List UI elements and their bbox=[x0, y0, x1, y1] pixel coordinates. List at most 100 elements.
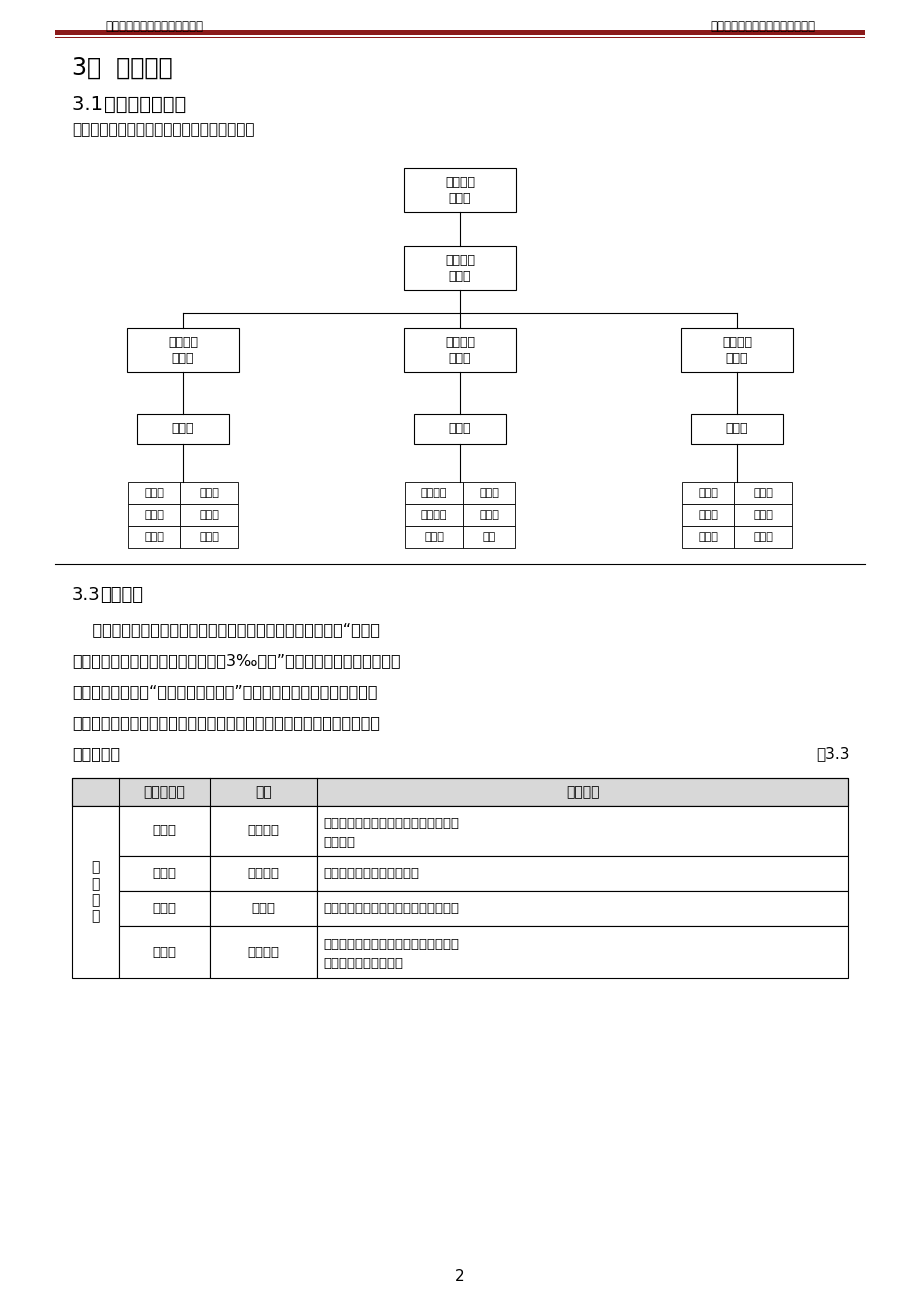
Text: 负责施工方案审核、审批；: 负责施工方案审核、审批； bbox=[323, 867, 419, 880]
Text: 负责工程现场施工进度、质量、安全总: 负责工程现场施工进度、质量、安全总 bbox=[323, 816, 459, 829]
Text: 3.3: 3.3 bbox=[72, 586, 101, 604]
Text: 王东峰: 王东峰 bbox=[479, 488, 498, 497]
Text: 历万宝: 历万宝 bbox=[153, 867, 176, 880]
Bar bbox=[317, 855, 847, 891]
Text: 2: 2 bbox=[455, 1269, 464, 1284]
Bar bbox=[127, 328, 239, 372]
Bar bbox=[128, 482, 180, 504]
Text: 安全主管: 安全主管 bbox=[721, 336, 751, 349]
Bar bbox=[462, 526, 515, 548]
Text: 梁峰峰: 梁峰峰 bbox=[753, 533, 772, 542]
Bar bbox=[119, 806, 210, 855]
Bar bbox=[404, 482, 462, 504]
Bar bbox=[119, 926, 210, 978]
Text: 张科社: 张科社 bbox=[479, 510, 498, 519]
Text: 工伤事故，杜绝死亡事故，轻伤率在3‰以内”安全生产目标的必然保障，: 工伤事故，杜绝死亡事故，轻伤率在3‰以内”安全生产目标的必然保障， bbox=[72, 654, 400, 668]
Text: 生产经理: 生产经理 bbox=[247, 824, 279, 837]
Text: 架子工长: 架子工长 bbox=[247, 945, 279, 958]
Bar bbox=[128, 526, 180, 548]
Text: 项目经理: 项目经理 bbox=[445, 176, 474, 189]
Text: 主要负责人: 主要负责人 bbox=[143, 785, 185, 799]
Bar bbox=[680, 328, 792, 372]
Text: 技术总工: 技术总工 bbox=[247, 867, 279, 880]
Text: 技术员: 技术员 bbox=[144, 488, 164, 497]
Text: 梁文彬: 梁文彬 bbox=[753, 488, 772, 497]
Bar bbox=[733, 482, 791, 504]
Bar bbox=[681, 482, 733, 504]
Bar bbox=[210, 806, 317, 855]
Text: 邱俊生: 邱俊生 bbox=[448, 193, 471, 206]
Bar bbox=[403, 168, 516, 212]
Bar bbox=[128, 504, 180, 526]
Text: 王前杰: 王前杰 bbox=[725, 353, 747, 366]
Text: 郭建安: 郭建安 bbox=[753, 510, 772, 519]
Text: 3.1: 3.1 bbox=[72, 95, 109, 115]
Text: 历万宝: 历万宝 bbox=[448, 271, 471, 284]
Text: 室外升降机卸料平台脚手架搭设工程施工组织: 室外升降机卸料平台脚手架搭设工程施工组织 bbox=[72, 122, 255, 137]
Bar bbox=[55, 36, 864, 38]
Text: 钢筋工长: 钢筋工长 bbox=[420, 510, 447, 519]
Text: 项目总工: 项目总工 bbox=[445, 254, 474, 267]
Bar bbox=[317, 891, 847, 926]
Text: 施工员: 施工员 bbox=[424, 533, 444, 542]
Text: 安全部: 安全部 bbox=[725, 423, 747, 435]
Text: 表3.3: 表3.3 bbox=[816, 746, 849, 760]
Bar bbox=[180, 482, 238, 504]
Text: 总
承
包
方: 总 承 包 方 bbox=[91, 861, 99, 923]
Text: 组织机构体系图: 组织机构体系图 bbox=[104, 95, 186, 115]
Text: 强磊: 强磊 bbox=[482, 533, 495, 542]
Text: 严江涛: 严江涛 bbox=[199, 488, 219, 497]
Text: 分工如下。: 分工如下。 bbox=[72, 746, 120, 760]
Bar bbox=[210, 891, 317, 926]
Bar bbox=[681, 504, 733, 526]
Text: 负责施工方案的编制和实施过程的监督: 负责施工方案的编制和实施过程的监督 bbox=[323, 902, 459, 915]
Bar bbox=[210, 926, 317, 978]
Text: 室外升降机运料平台搭设专项方案: 室外升降机运料平台搭设专项方案 bbox=[709, 20, 814, 33]
Text: 安全员: 安全员 bbox=[698, 488, 717, 497]
Bar bbox=[72, 806, 119, 978]
Text: 责任情况: 责任情况 bbox=[565, 785, 598, 799]
Text: 导、参与平台的验收；: 导、参与平台的验收； bbox=[323, 957, 403, 970]
Text: 技术主管: 技术主管 bbox=[168, 336, 198, 349]
Text: 技术员: 技术员 bbox=[252, 902, 276, 915]
Text: 负责运料平台搭设、拆除过程中旁站指: 负责运料平台搭设、拆除过程中旁站指 bbox=[323, 937, 459, 950]
Text: 实验员: 实验员 bbox=[144, 533, 164, 542]
Bar bbox=[733, 526, 791, 548]
Text: 立以现场经理为组长的安全防护领导小组，其机构组成、人员编制及责任: 立以现场经理为组长的安全防护领导小组，其机构组成、人员编制及责任 bbox=[72, 715, 380, 730]
Text: 杨林平: 杨林平 bbox=[199, 533, 219, 542]
Bar bbox=[414, 414, 505, 444]
Text: 资料员: 资料员 bbox=[144, 510, 164, 519]
Bar bbox=[180, 504, 238, 526]
Text: 3、  施工安排: 3、 施工安排 bbox=[72, 56, 173, 79]
Bar bbox=[317, 926, 847, 978]
Bar bbox=[210, 855, 317, 891]
Bar bbox=[403, 246, 516, 290]
Text: 刘连军: 刘连军 bbox=[153, 945, 176, 958]
Text: 杨桂洪: 杨桂洪 bbox=[448, 353, 471, 366]
Bar bbox=[137, 414, 229, 444]
Text: 体协调；: 体协调； bbox=[323, 836, 355, 849]
Bar bbox=[72, 779, 847, 806]
Bar bbox=[462, 504, 515, 526]
Bar bbox=[317, 806, 847, 855]
Text: 王养凤: 王养凤 bbox=[199, 510, 219, 519]
Bar bbox=[681, 526, 733, 548]
Text: 安全员: 安全员 bbox=[698, 510, 717, 519]
Bar bbox=[55, 30, 864, 35]
Text: 职务: 职务 bbox=[255, 785, 272, 799]
Bar bbox=[72, 779, 847, 806]
Text: 生产部: 生产部 bbox=[448, 423, 471, 435]
Text: 安全生产、文明施工是企业生存与发展的前提条件，是达到“无重大: 安全生产、文明施工是企业生存与发展的前提条件，是达到“无重大 bbox=[72, 622, 380, 637]
Text: 安全员: 安全员 bbox=[698, 533, 717, 542]
Bar bbox=[690, 414, 782, 444]
Bar bbox=[180, 526, 238, 548]
Text: 技术部: 技术部 bbox=[172, 423, 194, 435]
Text: 职责分工: 职责分工 bbox=[100, 586, 142, 604]
Text: 庞晓庆: 庞晓庆 bbox=[153, 902, 176, 915]
Bar bbox=[733, 504, 791, 526]
Text: 生产助理: 生产助理 bbox=[420, 488, 447, 497]
Text: 咸阳市文苑公寓保障房建设项目: 咸阳市文苑公寓保障房建设项目 bbox=[105, 20, 203, 33]
Bar bbox=[462, 482, 515, 504]
Text: 庞晓庆: 庞晓庆 bbox=[172, 353, 194, 366]
Text: 生产经理: 生产经理 bbox=[445, 336, 474, 349]
